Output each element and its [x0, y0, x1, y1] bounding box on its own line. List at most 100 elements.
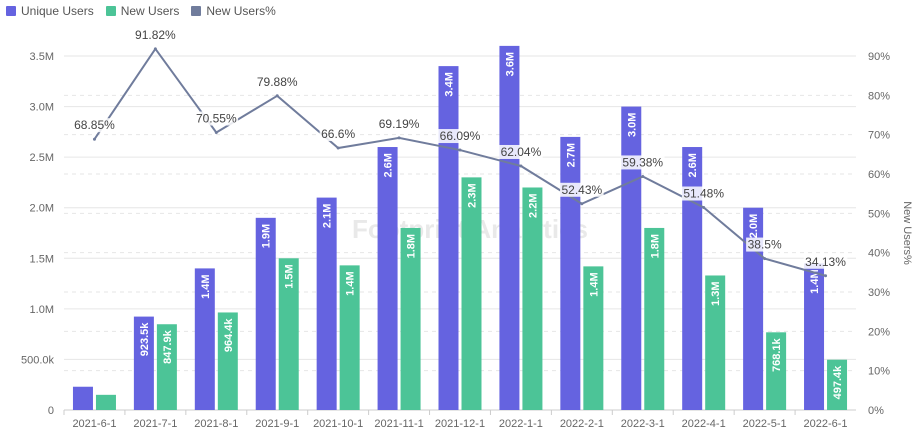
bar-new-users-5 [400, 227, 421, 410]
legend-item-unique-users[interactable]: Unique Users [6, 4, 94, 18]
y-left-tick-label-1: 500.0k [21, 354, 55, 366]
y-left-tick-label-3: 1.5M [30, 253, 54, 265]
bar-label-new-users-1: 847.9k [162, 329, 174, 364]
bar-unique-users-4 [316, 197, 337, 410]
bar-label-unique-users-4: 2.1M [322, 204, 334, 228]
y-right-tick-label-8: 80% [868, 90, 890, 102]
bar-label-new-users-7: 2.2M [527, 193, 539, 217]
x-tick-label-6: 2021-12-1 [435, 418, 485, 430]
x-tick-label-0: 2021-6-1 [72, 418, 116, 430]
bar-new-users-2 [217, 312, 238, 410]
pct-label-bg-4 [319, 127, 357, 142]
legend-label-new-users: New Users [120, 4, 180, 18]
bar-label-unique-users-11: 2.0M [748, 214, 760, 238]
point-new-users-pct-9 [641, 174, 645, 178]
bar-unique-users-2 [194, 268, 215, 410]
bar-label-unique-users-7: 3.6M [504, 52, 516, 76]
bar-new-users-10 [705, 275, 726, 410]
legend-swatch-new-users-pct [191, 6, 202, 16]
bar-label-unique-users-10: 2.6M [687, 153, 699, 177]
y-right-tick-label-3: 30% [868, 287, 890, 299]
pct-label-bg-10 [681, 186, 726, 201]
point-new-users-pct-11 [763, 257, 767, 261]
point-new-users-pct-2 [214, 131, 218, 135]
bar-unique-users-12 [804, 263, 825, 410]
bar-label-new-users-3: 1.5M [284, 264, 296, 288]
pct-label-bg-1 [133, 27, 178, 42]
pct-label-2: 70.55% [196, 112, 237, 126]
pct-label-bg-11 [746, 237, 784, 252]
pct-label-4: 66.6% [321, 127, 355, 141]
y-left-tick-label-5: 2.5M [30, 152, 54, 164]
bar-unique-users-3 [255, 217, 276, 410]
bar-new-users-7 [522, 187, 543, 410]
point-new-users-pct-5 [397, 136, 401, 140]
pct-label-bg-0 [72, 118, 117, 133]
point-new-users-pct-6 [458, 148, 462, 152]
bar-unique-users-9 [621, 106, 642, 411]
bar-label-new-users-10: 1.3M [710, 281, 722, 305]
point-new-users-pct-10 [702, 206, 706, 210]
point-new-users-pct-7 [519, 164, 523, 168]
pct-label-10: 51.48% [683, 187, 724, 201]
pct-label-0: 68.85% [74, 118, 115, 132]
pct-label-bg-3 [255, 74, 300, 89]
bar-unique-users-11 [743, 207, 764, 410]
bar-label-new-users-4: 1.4M [345, 271, 357, 295]
bar-label-new-users-8: 1.4M [588, 272, 600, 296]
y-right-tick-label-4: 40% [868, 248, 890, 260]
bar-label-unique-users-3: 1.9M [261, 224, 273, 248]
x-tick-label-10: 2022-4-1 [682, 418, 726, 430]
pct-label-bg-9 [620, 155, 665, 170]
y-right-tick-label-1: 10% [868, 366, 890, 378]
bar-label-new-users-6: 2.3M [467, 183, 479, 207]
bar-label-new-users-5: 1.8M [406, 234, 418, 258]
pct-label-bg-5 [377, 116, 421, 131]
bar-label-new-users-11: 768.1k [771, 337, 783, 372]
bar-unique-users-0 [72, 386, 93, 410]
legend-label-unique-users: Unique Users [21, 4, 94, 18]
bar-label-unique-users-6: 3.4M [444, 72, 456, 96]
x-tick-label-2: 2021-8-1 [194, 418, 238, 430]
x-tick-label-1: 2021-7-1 [133, 418, 177, 430]
bar-label-unique-users-5: 2.6M [383, 153, 395, 177]
bar-label-unique-users-8: 2.7M [565, 143, 577, 167]
legend-swatch-new-users [105, 6, 116, 16]
bar-label-unique-users-12: 1.4M [809, 269, 821, 293]
pct-label-3: 79.88% [257, 75, 298, 89]
point-new-users-pct-8 [580, 202, 584, 206]
bar-new-users-9 [644, 227, 665, 410]
legend-label-new-users-pct: New Users% [206, 4, 276, 18]
x-tick-label-8: 2022-2-1 [560, 418, 604, 430]
bar-unique-users-5 [377, 147, 398, 410]
point-new-users-pct-4 [336, 146, 340, 150]
y-right-tick-label-2: 20% [868, 326, 890, 338]
bar-label-unique-users-9: 3.0M [626, 113, 638, 137]
y-left-tick-label-7: 3.5M [30, 51, 54, 63]
legend-item-new-users-pct[interactable]: New Users% [191, 4, 276, 18]
bar-label-new-users-2: 964.4k [223, 318, 235, 353]
y-left-tick-label-0: 0 [48, 405, 54, 417]
bar-new-users-0 [95, 394, 116, 410]
bar-label-unique-users-1: 923.5k [139, 322, 151, 357]
pct-label-bg-2 [194, 111, 239, 126]
y-left-tick-label-4: 2.0M [30, 203, 54, 215]
bar-new-users-1 [156, 324, 177, 410]
x-tick-label-5: 2021-11-1 [374, 418, 423, 430]
y-right-tick-label-9: 90% [868, 51, 890, 63]
bar-unique-users-1 [133, 316, 154, 410]
bar-new-users-8 [583, 266, 604, 410]
point-new-users-pct-3 [275, 94, 279, 98]
bar-unique-users-7 [499, 45, 520, 411]
x-tick-label-9: 2022-3-1 [621, 418, 665, 430]
bar-label-unique-users-2: 1.4M [200, 274, 212, 298]
bar-new-users-12 [827, 359, 848, 410]
bar-unique-users-10 [682, 147, 703, 410]
legend-item-new-users[interactable]: New Users [105, 4, 180, 18]
pct-label-5: 69.19% [379, 117, 420, 131]
y-right-tick-label-0: 0% [868, 405, 884, 417]
bar-new-users-4 [339, 265, 360, 410]
legend-swatch-unique-users [6, 6, 16, 16]
